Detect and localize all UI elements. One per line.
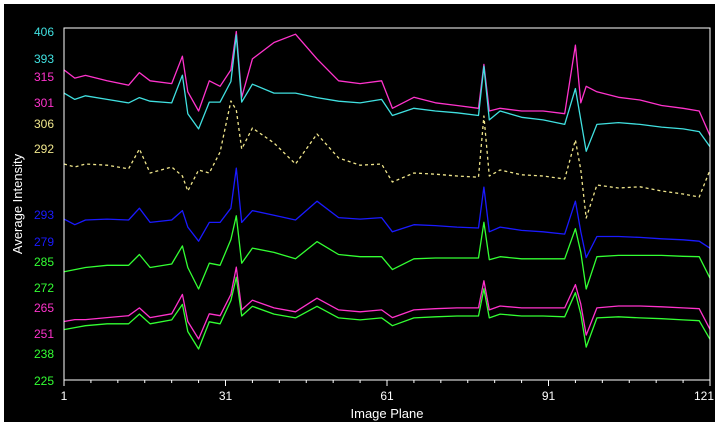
y-tick-label: 265 [34, 301, 54, 315]
y-tick-label: 238 [34, 347, 54, 361]
series-line-2 [63, 34, 711, 152]
y-tick-labels: 406 393 315 301 306 292 293 279 285 272 265 251 238 2… [34, 25, 54, 388]
y-tick-label: 251 [34, 327, 54, 341]
series-line-5 [63, 215, 711, 290]
y-tick-label: 393 [34, 52, 54, 66]
x-tick-label: 1 [61, 389, 68, 403]
x-tick-label: 31 [219, 389, 233, 403]
x-axis: 1 31 61 91 121 [61, 380, 714, 403]
y-axis-title: Average Intensity [10, 153, 25, 254]
y-tick-label: 293 [34, 208, 54, 222]
y-tick-label: 272 [34, 281, 54, 295]
x-axis-title: Image Plane [351, 406, 424, 421]
x-tick-label: 121 [694, 389, 714, 403]
series-line-7 [63, 276, 711, 350]
y-tick-label: 279 [34, 235, 54, 249]
y-tick-label: 285 [34, 255, 54, 269]
plot-background [4, 4, 715, 422]
y-tick-label: 225 [34, 374, 54, 388]
series-lines [63, 30, 711, 350]
y-tick-label: 301 [34, 96, 54, 110]
y-tick-label: 292 [34, 142, 54, 156]
series-line-3 [63, 100, 711, 219]
y-tick-label: 306 [34, 117, 54, 131]
y-tick-label: 406 [34, 25, 54, 39]
x-tick-label: 91 [542, 389, 556, 403]
x-tick-label: 61 [380, 389, 394, 403]
series-line-4 [63, 167, 711, 259]
series-line-6 [63, 266, 711, 340]
y-tick-label: 315 [34, 70, 54, 84]
series-line-1 [63, 30, 711, 136]
